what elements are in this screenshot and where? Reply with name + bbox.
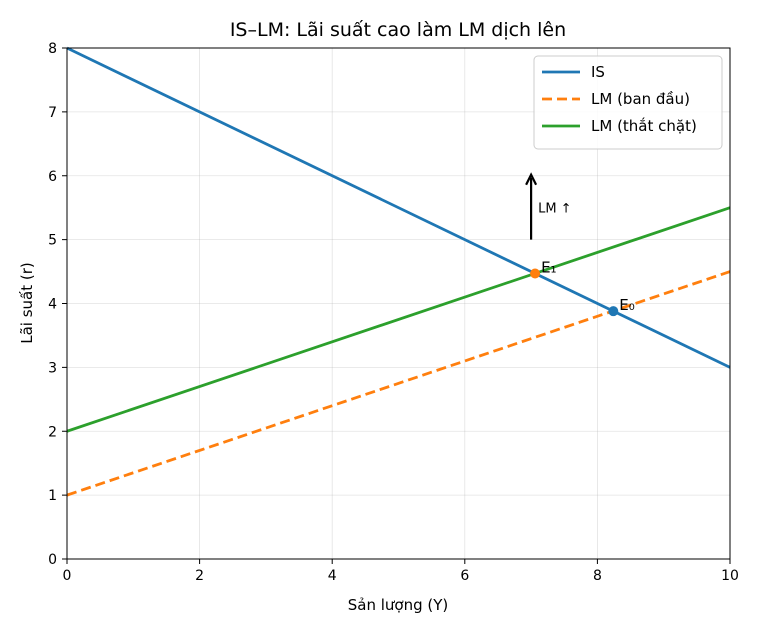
y-tick-label: 6	[48, 169, 57, 185]
equilibrium-point	[608, 306, 619, 317]
x-tick-label: 8	[593, 568, 602, 584]
annotation-text: LM ↑	[538, 202, 571, 217]
y-tick-label: 5	[48, 233, 57, 249]
x-axis-ticks: 0 2 4 6 8 10	[63, 559, 739, 584]
series-line-is	[66, 46, 731, 369]
legend: IS LM (ban đầu) LM (thắt chặt)	[533, 55, 723, 150]
y-tick-label: 3	[48, 360, 57, 376]
series-group	[66, 46, 731, 497]
y-axis-ticks: 0 1 2 3 4 5 6 7 8	[48, 41, 67, 568]
x-tick-label: 6	[460, 568, 469, 584]
x-tick-label: 2	[195, 568, 204, 584]
y-axis-label: Lãi suất (r)	[18, 262, 36, 344]
annotations-group: LM ↑	[525, 172, 572, 240]
y-tick-label: 4	[48, 297, 57, 313]
x-axis-label: Sản lượng (Y)	[348, 596, 449, 614]
legend-label: LM (ban đầu)	[591, 90, 690, 108]
legend-box	[533, 55, 723, 150]
x-tick-label: 4	[328, 568, 337, 584]
equilibrium-label: E₀	[619, 296, 635, 314]
legend-label: IS	[591, 63, 605, 81]
chart-title: IS–LM: Lãi suất cao làm LM dịch lên	[230, 19, 566, 41]
series-line-lm-th-t-ch-t	[66, 206, 731, 433]
y-tick-label: 0	[48, 552, 57, 568]
y-tick-label: 8	[48, 41, 57, 57]
x-tick-label: 10	[721, 568, 739, 584]
y-tick-label: 7	[48, 105, 57, 121]
y-tick-label: 2	[48, 424, 57, 440]
equilibrium-point	[530, 268, 541, 279]
points-group: E₀ E₁	[530, 258, 635, 317]
series-line-lm-ban-u	[66, 270, 731, 497]
legend-label: LM (thắt chặt)	[591, 117, 697, 135]
y-tick-label: 1	[48, 488, 57, 504]
annotation-arrow-head	[525, 172, 538, 186]
x-tick-label: 0	[63, 568, 72, 584]
equilibrium-label: E₁	[541, 258, 557, 276]
